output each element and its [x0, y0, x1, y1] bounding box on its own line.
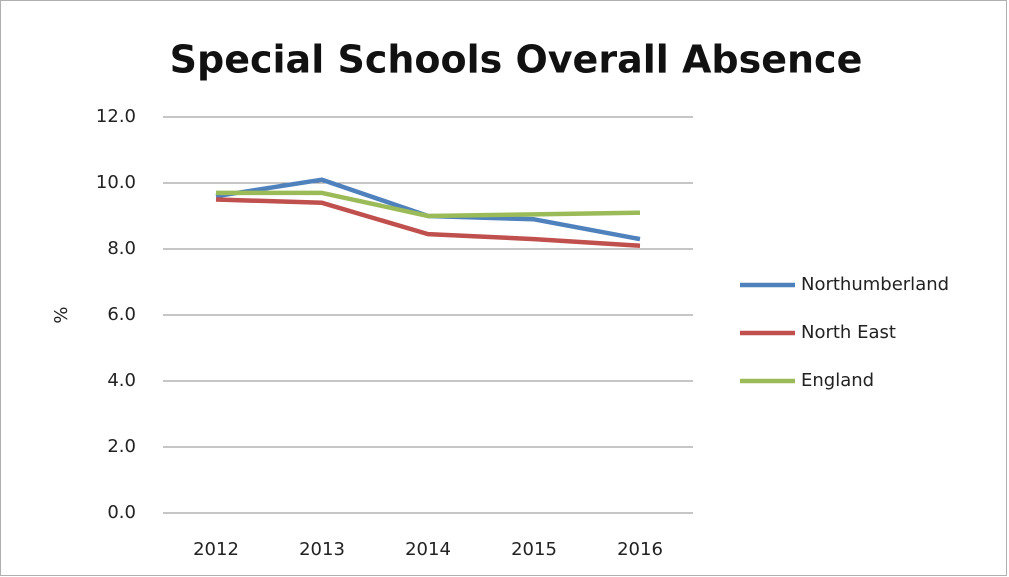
x-tick-label: 2012	[193, 539, 239, 560]
legend-label: Northumberland	[801, 274, 949, 295]
y-tick-label: 4.0	[107, 370, 136, 391]
y-tick-label: 0.0	[107, 502, 136, 523]
y-axis-label: %	[51, 306, 72, 323]
x-tick-label: 2015	[511, 539, 557, 560]
y-tick-label: 8.0	[107, 238, 136, 259]
y-tick-label: 10.0	[96, 172, 136, 193]
chart-title: Special Schools Overall Absence	[170, 38, 863, 82]
y-tick-label: 12.0	[96, 106, 136, 127]
legend-label: North East	[801, 322, 896, 343]
x-tick-label: 2014	[405, 539, 451, 560]
x-tick-label: 2016	[617, 539, 663, 560]
legend-label: England	[801, 370, 874, 391]
series-line	[216, 190, 641, 219]
series-line	[215, 197, 641, 248]
y-tick-label: 6.0	[107, 304, 136, 325]
x-tick-label: 2013	[299, 539, 345, 560]
y-tick-label: 2.0	[107, 436, 136, 457]
